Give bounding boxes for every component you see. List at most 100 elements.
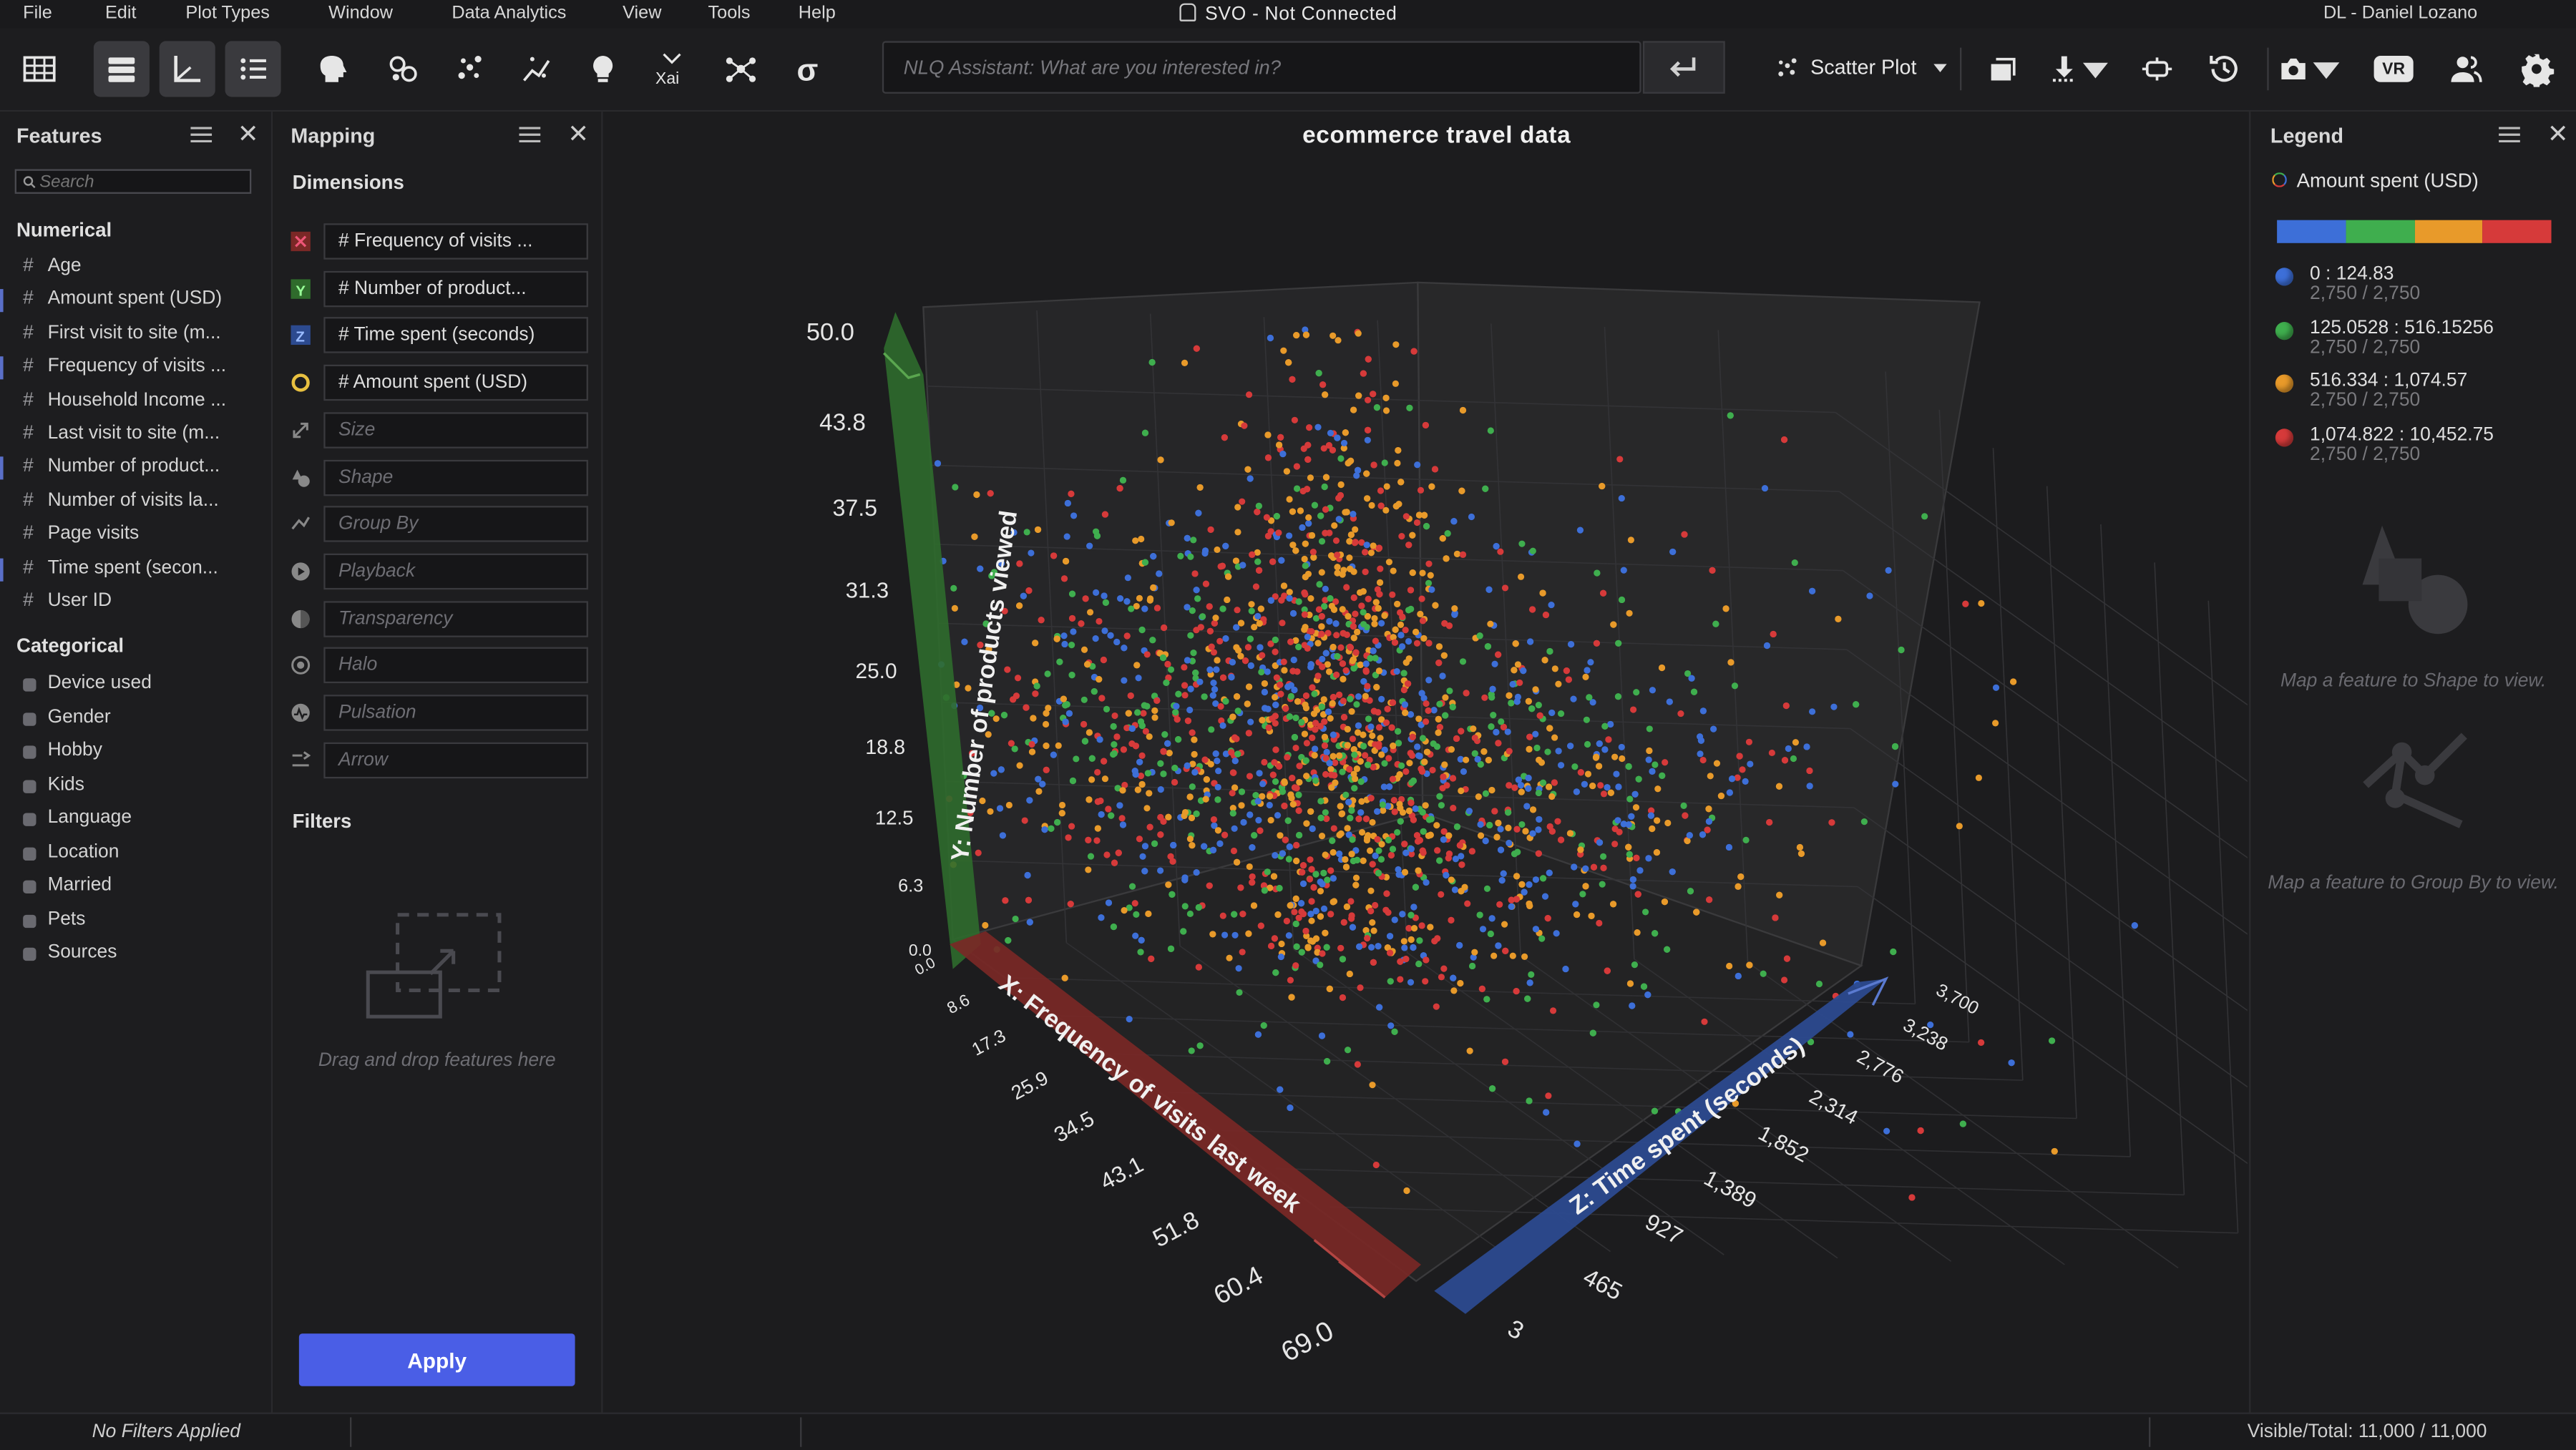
data-point: [1340, 675, 1347, 682]
feature-item[interactable]: # Number of product...: [0, 452, 246, 484]
plot-type-dropdown[interactable]: Scatter Plot: [1775, 41, 1956, 93]
hamburger-menu-icon[interactable]: [190, 127, 213, 143]
feature-item[interactable]: # Last visit to site (m...: [0, 418, 246, 450]
data-point: [1239, 498, 1246, 505]
close-icon[interactable]: [568, 123, 588, 143]
empty-mapping-field[interactable]: Group By: [323, 506, 588, 543]
dimension-slot[interactable]: Transparency: [291, 600, 588, 637]
collaborate-button[interactable]: [2129, 41, 2185, 97]
dimension-slot[interactable]: Shape: [291, 459, 588, 496]
mapped-feature-field[interactable]: # Time spent (seconds): [323, 318, 588, 354]
feature-item[interactable]: Sources: [0, 938, 246, 969]
dimension-slot[interactable]: Playback: [291, 553, 588, 589]
dimension-slot[interactable]: Pulsation: [291, 695, 588, 731]
menu-file[interactable]: File: [23, 3, 52, 24]
data-point: [1722, 605, 1729, 612]
clustering-button[interactable]: [374, 41, 430, 97]
data-point: [1539, 875, 1547, 882]
feature-item[interactable]: # Page visits: [0, 519, 246, 551]
feature-item[interactable]: # Number of visits la...: [0, 486, 246, 517]
feature-item[interactable]: # First visit to site (m...: [0, 318, 246, 350]
feature-item[interactable]: Location: [0, 837, 246, 868]
menu-window[interactable]: Window: [328, 3, 394, 24]
settings-button[interactable]: [2509, 41, 2565, 97]
plot-area[interactable]: ecommerce travel data Y: Number of produ…: [602, 112, 2248, 1413]
legend-range-item[interactable]: 0 : 124.83 2,750 / 2,750: [2275, 265, 2555, 310]
hamburger-menu-icon[interactable]: [519, 127, 541, 143]
dimension-slot[interactable]: # Amount spent (USD): [291, 364, 588, 401]
legend-range-item[interactable]: 1,074.822 : 10,452.75 2,750 / 2,750: [2275, 424, 2555, 470]
empty-mapping-field[interactable]: Transparency: [323, 600, 588, 637]
scatter-3d-chart[interactable]: Y: Number of products viewed X: Frequenc…: [603, 112, 2248, 1412]
data-point: [1382, 719, 1390, 726]
empty-mapping-field[interactable]: Pulsation: [323, 695, 588, 731]
feature-item[interactable]: Device used: [0, 668, 246, 700]
data-table-button[interactable]: [11, 41, 67, 97]
dimension-slot[interactable]: Group By: [291, 506, 588, 543]
close-icon[interactable]: [238, 123, 258, 143]
data-point: [1726, 962, 1733, 970]
color-scale-bar[interactable]: [2277, 220, 2552, 243]
menu-plot-types[interactable]: Plot Types: [185, 3, 270, 24]
user-name[interactable]: DL - Daniel Lozano: [2323, 3, 2478, 24]
feature-item[interactable]: Language: [0, 803, 246, 835]
feature-item[interactable]: # Household Income ...: [0, 386, 246, 417]
legend-range-item[interactable]: 125.0528 : 516.15256 2,750 / 2,750: [2275, 318, 2555, 363]
feature-item[interactable]: Hobby: [0, 736, 246, 768]
empty-mapping-field[interactable]: Halo: [323, 647, 588, 684]
dimension-slot[interactable]: Z # Time spent (seconds): [291, 318, 588, 354]
nlq-submit-button[interactable]: [1642, 41, 1725, 94]
feature-item[interactable]: Kids: [0, 770, 246, 801]
empty-mapping-field[interactable]: Playback: [323, 553, 588, 589]
nlq-assistant-input[interactable]: [884, 42, 1640, 92]
history-button[interactable]: [2197, 41, 2253, 97]
feature-item[interactable]: Gender: [0, 702, 246, 733]
data-point: [1343, 631, 1351, 638]
forecast-button[interactable]: [509, 41, 565, 97]
statistics-button[interactable]: σ: [782, 41, 838, 97]
menu-tools[interactable]: Tools: [708, 3, 751, 24]
empty-mapping-field[interactable]: Size: [323, 411, 588, 449]
legend-range-item[interactable]: 516.334 : 1,074.57 2,750 / 2,750: [2275, 371, 2555, 417]
network-button[interactable]: [713, 41, 769, 97]
dimension-slot[interactable]: Y # Number of product...: [291, 270, 588, 307]
insights-button[interactable]: [575, 41, 631, 97]
export-dropdown[interactable]: [2049, 41, 2111, 97]
close-icon[interactable]: [2548, 123, 2568, 143]
mapping-panel-button[interactable]: [159, 41, 215, 97]
data-point: [1498, 718, 1505, 725]
menu-help[interactable]: Help: [798, 3, 836, 24]
menu-data-analytics[interactable]: Data Analytics: [452, 3, 567, 24]
dimension-slot[interactable]: Arrow: [291, 742, 588, 778]
menu-edit[interactable]: Edit: [104, 3, 137, 24]
mapped-feature-field[interactable]: # Number of product...: [323, 270, 588, 307]
feature-search-input[interactable]: [39, 170, 245, 192]
features-panel-button[interactable]: [93, 41, 150, 97]
users-button[interactable]: [2438, 41, 2494, 97]
feature-item[interactable]: # User ID: [0, 587, 246, 618]
empty-mapping-field[interactable]: Shape: [323, 459, 588, 496]
mapped-feature-field[interactable]: # Amount spent (USD): [323, 364, 588, 401]
dimension-slot[interactable]: # Frequency of visits ...: [291, 223, 588, 260]
vr-button[interactable]: VR: [2366, 41, 2421, 97]
xai-button[interactable]: Xai: [644, 41, 700, 97]
feature-item[interactable]: # Age: [0, 251, 246, 283]
menu-view[interactable]: View: [623, 3, 662, 24]
hamburger-menu-icon[interactable]: [2499, 127, 2520, 143]
feature-item[interactable]: # Frequency of visits ...: [0, 352, 246, 383]
legend-panel-button[interactable]: [225, 41, 281, 97]
screenshot-dropdown[interactable]: [2277, 41, 2343, 97]
feature-item[interactable]: # Time spent (secon...: [0, 553, 246, 584]
dimension-slot[interactable]: Halo: [291, 647, 588, 684]
feature-item[interactable]: Married: [0, 871, 246, 902]
feature-item[interactable]: Pets: [0, 904, 246, 936]
dimension-slot[interactable]: Size: [291, 411, 588, 449]
layers-button[interactable]: [1975, 41, 2031, 97]
ai-insights-button[interactable]: [306, 41, 361, 97]
data-point: [1272, 969, 1279, 976]
anomaly-button[interactable]: [442, 41, 498, 97]
empty-mapping-field[interactable]: Arrow: [323, 742, 588, 778]
mapped-feature-field[interactable]: # Frequency of visits ...: [323, 223, 588, 260]
apply-button[interactable]: Apply: [298, 1333, 575, 1386]
feature-item[interactable]: # Amount spent (USD): [0, 285, 246, 316]
